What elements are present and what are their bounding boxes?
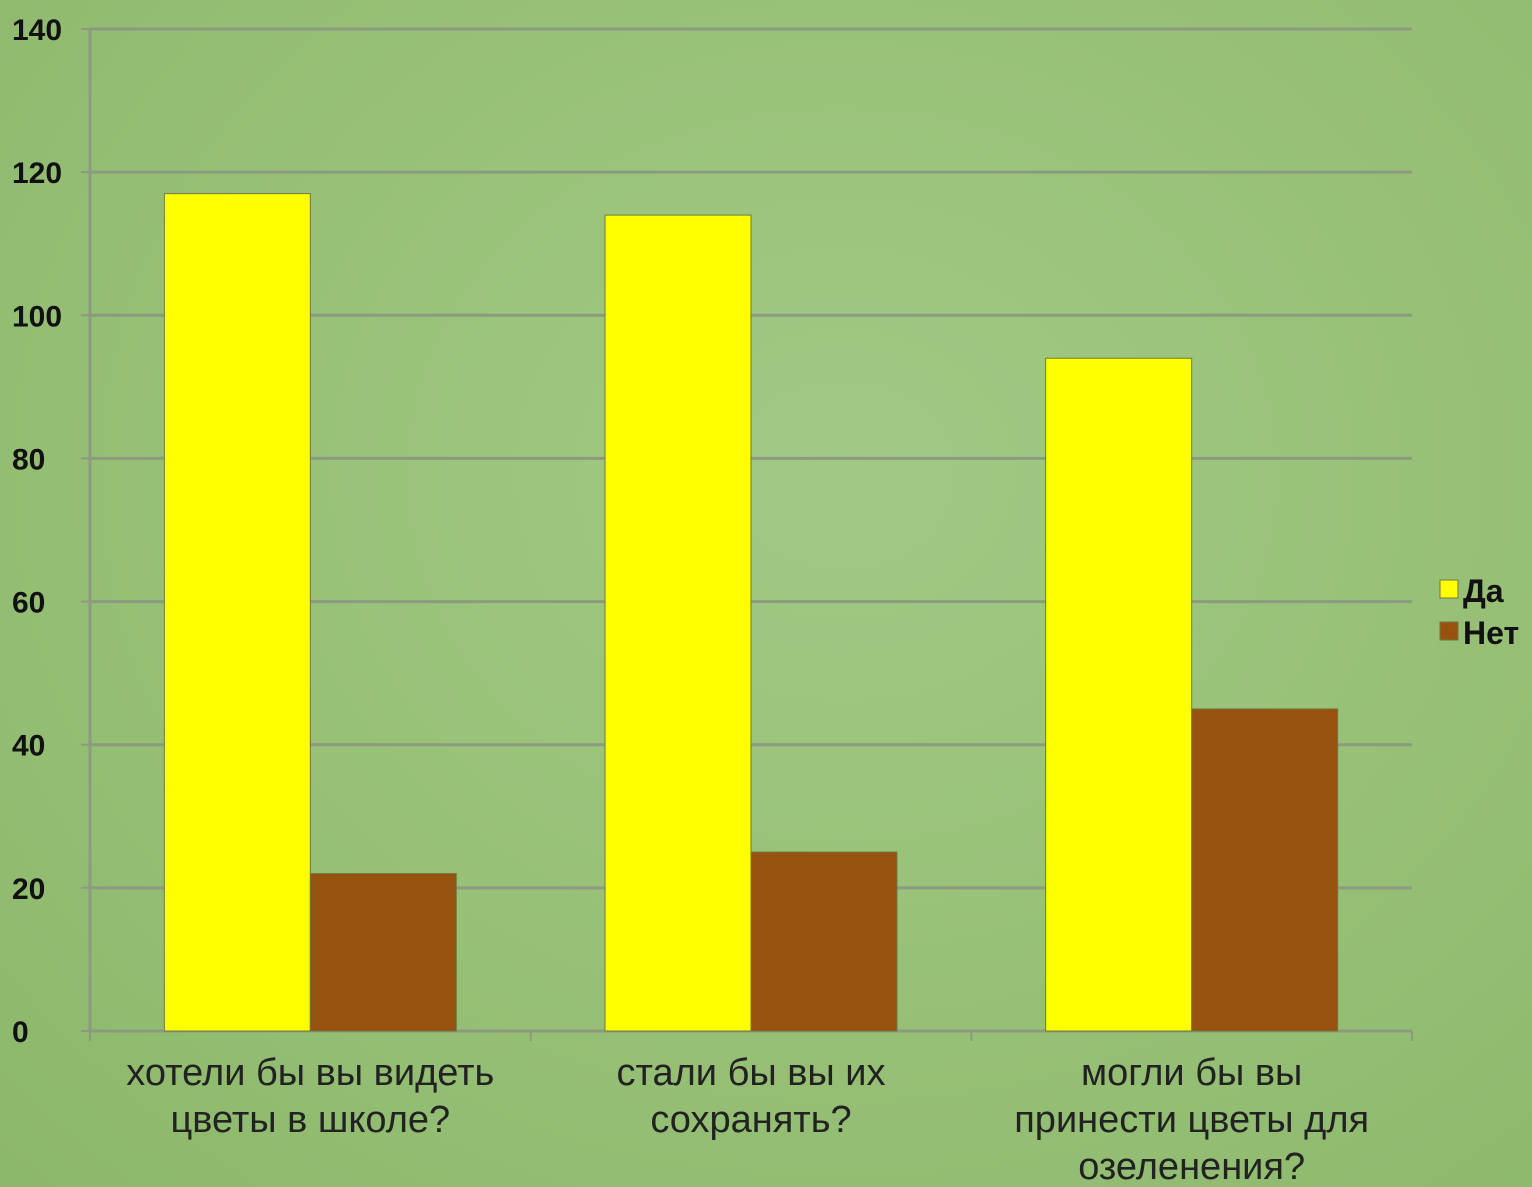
category-label-line: цветы в школе?: [170, 1099, 450, 1141]
y-tick-label: 20: [12, 873, 45, 906]
legend-swatch: [1439, 621, 1459, 641]
y-tick-label: 80: [12, 443, 45, 476]
y-tick-label: 120: [12, 157, 62, 190]
bar-da: [604, 214, 752, 1032]
y-tick-label: 140: [12, 14, 62, 47]
category-label-line: могли бы вы: [1081, 1052, 1302, 1094]
category-labels: хотели бы вы видеть цветы в школе? стали б…: [126, 1052, 1369, 1187]
y-tick-label: 0: [12, 1016, 29, 1049]
y-tick-label: 60: [12, 587, 45, 620]
legend: Да Нет: [1439, 573, 1519, 651]
bar-net: [309, 873, 457, 1032]
category-label-line: принести цветы для: [1014, 1099, 1369, 1141]
bars: [163, 193, 1339, 1032]
bar-net: [1191, 708, 1339, 1032]
bar-da: [1045, 357, 1193, 1032]
category-label: могли бы вы принести цветы для озеленения?: [1014, 1052, 1369, 1187]
category-label: стали бы вы их сохранять?: [617, 1052, 886, 1141]
bar-da: [163, 193, 311, 1032]
category-label-line: сохранять?: [650, 1099, 851, 1141]
y-tick-labels: 0 20 40 60 80 100 120 140: [12, 14, 62, 1049]
legend-label: Да: [1463, 573, 1504, 609]
legend-label: Нет: [1463, 615, 1519, 651]
category-label-line: стали бы вы их: [617, 1052, 886, 1094]
y-tick-label: 40: [12, 730, 45, 763]
category-label-line: хотели бы вы видеть: [126, 1052, 494, 1094]
bar-net: [750, 851, 898, 1032]
y-tick-label: 100: [12, 300, 62, 333]
legend-swatch: [1439, 579, 1459, 599]
category-label: хотели бы вы видеть цветы в школе?: [126, 1052, 494, 1141]
category-label-line: озеленения?: [1078, 1146, 1305, 1187]
